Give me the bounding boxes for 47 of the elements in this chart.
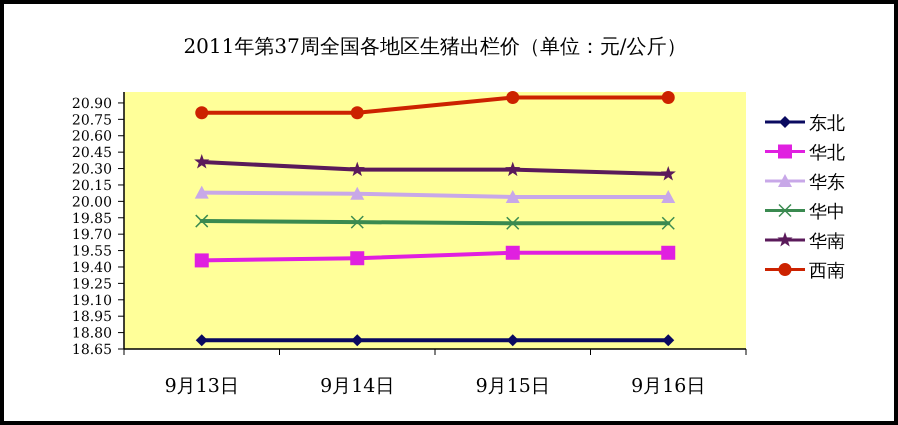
point (506, 246, 520, 260)
legend-label: 华中 (809, 202, 845, 222)
legend-label: 华东 (809, 172, 845, 193)
point (194, 253, 209, 268)
legend-label: 华北 (809, 142, 845, 164)
ytick: 20.30 (72, 162, 112, 178)
title: 2011年第37周全国各地区生猪出栏价（单位：元/公斤） (183, 34, 687, 58)
point (660, 166, 676, 180)
legend-label: 西南 (809, 260, 845, 282)
xtick: 9月13日 (164, 375, 239, 397)
point (195, 106, 208, 120)
ytick: 20.45 (72, 145, 112, 162)
point (195, 214, 208, 228)
point (194, 154, 210, 168)
xtick: 9月16日 (631, 375, 706, 397)
ytick: 19.85 (72, 210, 112, 227)
point (505, 162, 520, 176)
ytick: 20.60 (72, 128, 112, 145)
point (350, 162, 365, 176)
ytick: 20.90 (72, 96, 112, 112)
point (506, 90, 520, 104)
point (662, 90, 675, 104)
point (662, 216, 675, 230)
point (350, 215, 364, 229)
point (350, 106, 364, 120)
ytick: 19.25 (72, 276, 112, 292)
ytick: 20.75 (72, 112, 112, 128)
point (506, 216, 520, 230)
ytick: 20.15 (72, 178, 112, 194)
point (350, 186, 364, 200)
point (194, 186, 209, 199)
point (506, 190, 520, 203)
ytick: 19.40 (72, 260, 112, 276)
xtick: 9月14日 (320, 375, 394, 397)
ytick: 18.65 (72, 342, 112, 358)
ytick: 19.10 (72, 292, 112, 309)
xtick: 9月15日 (476, 375, 550, 397)
legend-label: 东北 (809, 113, 845, 134)
ytick: 18.95 (72, 309, 112, 326)
ytick: 19.55 (72, 244, 112, 260)
point (661, 246, 676, 260)
ytick: 18.80 (72, 326, 112, 342)
point (661, 190, 676, 203)
point (350, 251, 364, 266)
legend-label: 华南 (809, 231, 845, 252)
ytick: 20.00 (72, 194, 112, 210)
ytick: 19.70 (72, 227, 112, 244)
